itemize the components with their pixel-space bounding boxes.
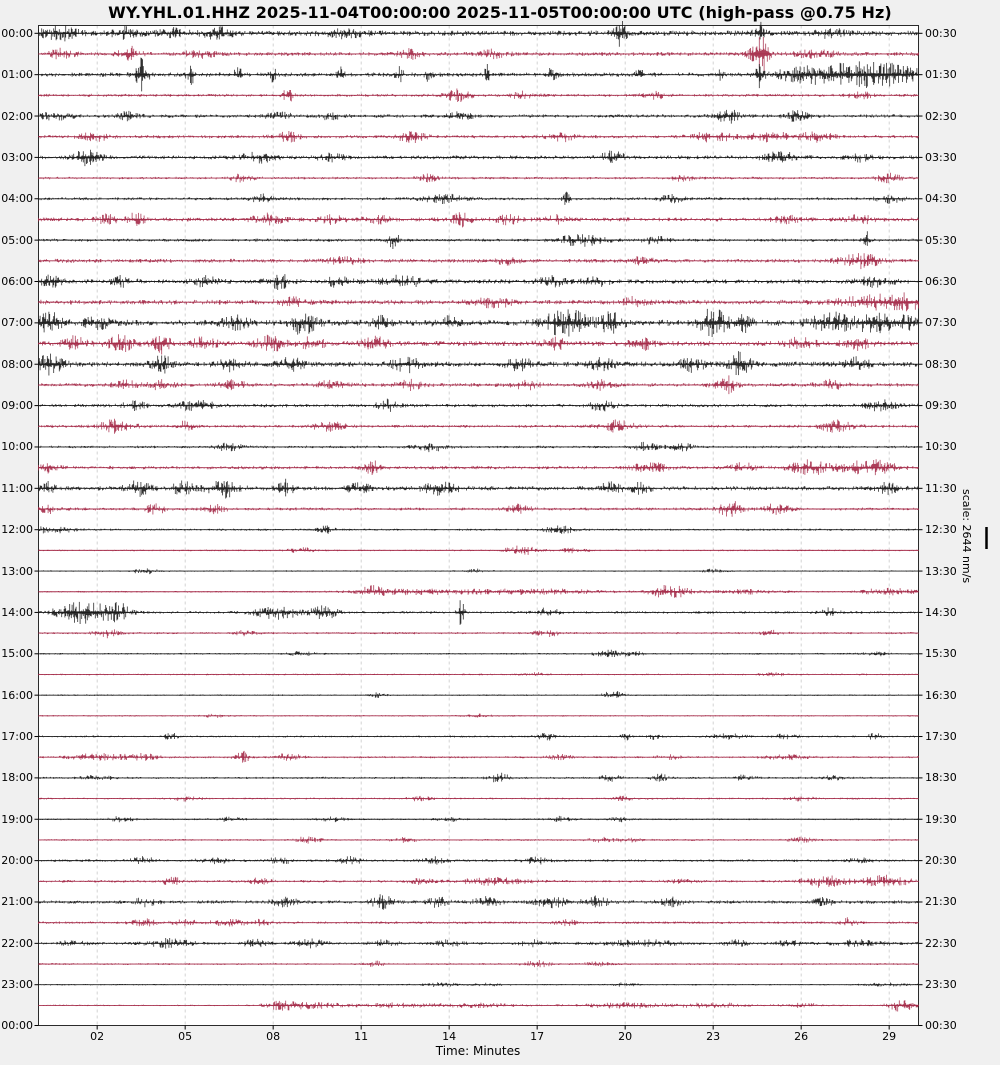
right-time-label-9: 09:30: [925, 399, 957, 413]
right-time-label-5: 05:30: [925, 233, 957, 247]
right-time-label-2: 02:30: [925, 109, 957, 123]
x-tick-label-26: 26: [794, 1030, 809, 1043]
x-tick-label-23: 23: [706, 1030, 721, 1043]
x-tick-label-02: 02: [90, 1030, 105, 1043]
right-time-label-21: 21:30: [925, 895, 957, 909]
left-time-label-8: 08:00: [1, 357, 33, 371]
left-time-label-22: 22:00: [1, 936, 33, 950]
left-time-label-14: 14:00: [1, 605, 33, 619]
left-time-label-13: 13:00: [1, 564, 33, 578]
left-time-label-10: 10:00: [1, 440, 33, 454]
left-time-label-0: 00:00: [1, 26, 33, 40]
left-time-label-15: 15:00: [1, 647, 33, 661]
left-time-label-11: 11:00: [1, 481, 33, 495]
right-time-label-0: 00:30: [925, 26, 957, 40]
right-time-label-10: 10:30: [925, 440, 957, 454]
x-tick-label-14: 14: [442, 1030, 457, 1043]
left-time-label-23: 23:00: [1, 978, 33, 992]
x-tick-label-05: 05: [178, 1030, 193, 1043]
left-time-label-17: 17:00: [1, 730, 33, 744]
left-time-label-7: 07:00: [1, 316, 33, 330]
right-time-label-1: 01:30: [925, 68, 957, 82]
right-time-label-14: 14:30: [925, 605, 957, 619]
right-time-label-3: 03:30: [925, 150, 957, 164]
chart-title: WY.YHL.01.HHZ 2025-11-04T00:00:00 2025-1…: [108, 3, 892, 22]
left-time-label-5: 05:00: [1, 233, 33, 247]
left-time-label-16: 16:00: [1, 688, 33, 702]
right-time-label-4: 04:30: [925, 192, 957, 206]
left-time-label-6: 06:00: [1, 274, 33, 288]
left-time-label-21: 21:00: [1, 895, 33, 909]
left-time-label-19: 19:00: [1, 812, 33, 826]
x-tick-label-08: 08: [266, 1030, 281, 1043]
x-tick-label-20: 20: [618, 1030, 633, 1043]
x-tick-label-29: 29: [882, 1030, 897, 1043]
x-tick-label-11: 11: [354, 1030, 369, 1043]
left-time-label-20: 20:00: [1, 854, 33, 868]
left-time-label-2: 02:00: [1, 109, 33, 123]
x-axis-title: Time: Minutes: [435, 1044, 521, 1058]
right-time-label-12: 12:30: [925, 523, 957, 537]
right-time-label-18: 18:30: [925, 771, 957, 785]
left-time-label-12: 12:00: [1, 523, 33, 537]
left-time-label-3: 03:00: [1, 150, 33, 164]
right-time-label-13: 13:30: [925, 564, 957, 578]
right-time-label-15: 15:30: [925, 647, 957, 661]
left-time-label-18: 18:00: [1, 771, 33, 785]
right-time-label-17: 17:30: [925, 730, 957, 744]
x-tick-label-17: 17: [530, 1030, 545, 1043]
right-time-label-20: 20:30: [925, 854, 957, 868]
right-time-label-22: 22:30: [925, 936, 957, 950]
left-time-label-1: 01:00: [1, 68, 33, 82]
left-time-label-24: 00:00: [1, 1019, 33, 1032]
left-time-label-4: 04:00: [1, 192, 33, 206]
right-time-label-19: 19:30: [925, 812, 957, 826]
right-time-label-23: 23:30: [925, 978, 957, 992]
right-time-label-16: 16:30: [925, 688, 957, 702]
right-time-label-11: 11:30: [925, 481, 957, 495]
right-time-label-24: 00:30: [925, 1019, 957, 1032]
scale-label: scale: 2644 nm/s: [960, 489, 973, 584]
left-time-label-9: 09:00: [1, 399, 33, 413]
right-time-label-6: 06:30: [925, 274, 957, 288]
right-time-label-8: 08:30: [925, 357, 957, 371]
right-time-label-7: 07:30: [925, 316, 957, 330]
